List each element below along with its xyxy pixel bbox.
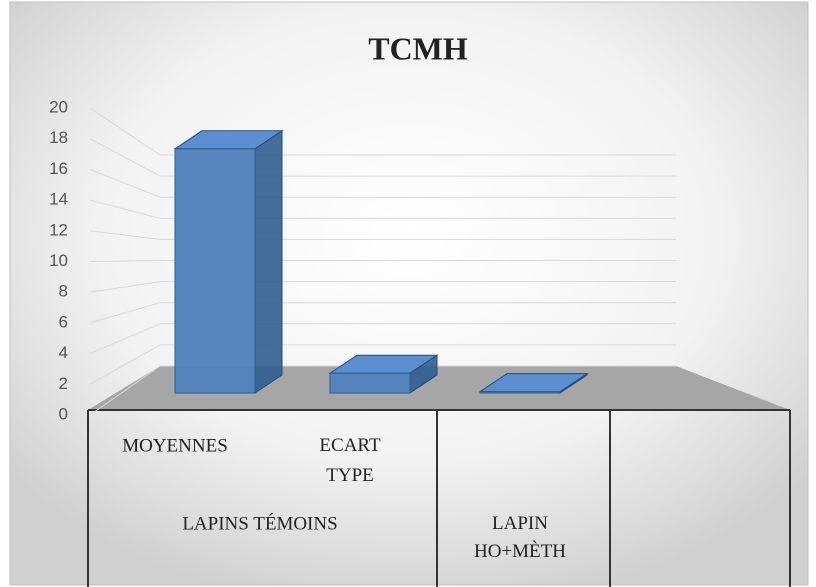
bar-front (479, 391, 561, 394)
chart-title: TCMH (368, 30, 468, 66)
y-tick-label: 16 (49, 159, 68, 178)
y-tick-label: 6 (59, 312, 68, 331)
y-tick-label: 12 (49, 220, 68, 239)
bar-front (329, 372, 411, 394)
y-tick-label: 2 (59, 374, 68, 393)
grid-line (89, 107, 161, 156)
y-tick-label: 10 (49, 251, 68, 270)
grid-line (89, 344, 161, 385)
grid-line (89, 323, 161, 355)
y-tick-label: 20 (49, 97, 68, 116)
x-tick-label: MOYENNES (122, 435, 228, 456)
bar-side (254, 129, 283, 394)
grid-line (89, 199, 161, 219)
y-tick-label: 0 (59, 404, 68, 423)
chart-area (9, 1, 809, 586)
y-tick-label: 4 (59, 343, 68, 362)
y-tick-label: 14 (49, 190, 68, 209)
grid-line (89, 260, 161, 262)
group-label: LAPIN HO+MÈTH (474, 513, 566, 562)
y-tick-label: 18 (49, 128, 68, 147)
group-label: LAPINS TÉMOINS (182, 512, 337, 534)
grid-line (89, 168, 161, 198)
category-axis (87, 409, 791, 587)
x-tick-label: ECART TYPE (319, 435, 381, 486)
grid-line (89, 281, 161, 293)
grid-line (89, 230, 161, 240)
bar (173, 129, 284, 394)
bar (478, 372, 589, 394)
bar (328, 354, 439, 394)
y-tick-label: 8 (59, 282, 68, 301)
grid-line (89, 138, 161, 177)
bar-front (174, 148, 256, 394)
grid-line (89, 302, 161, 324)
grid-line (89, 365, 161, 416)
